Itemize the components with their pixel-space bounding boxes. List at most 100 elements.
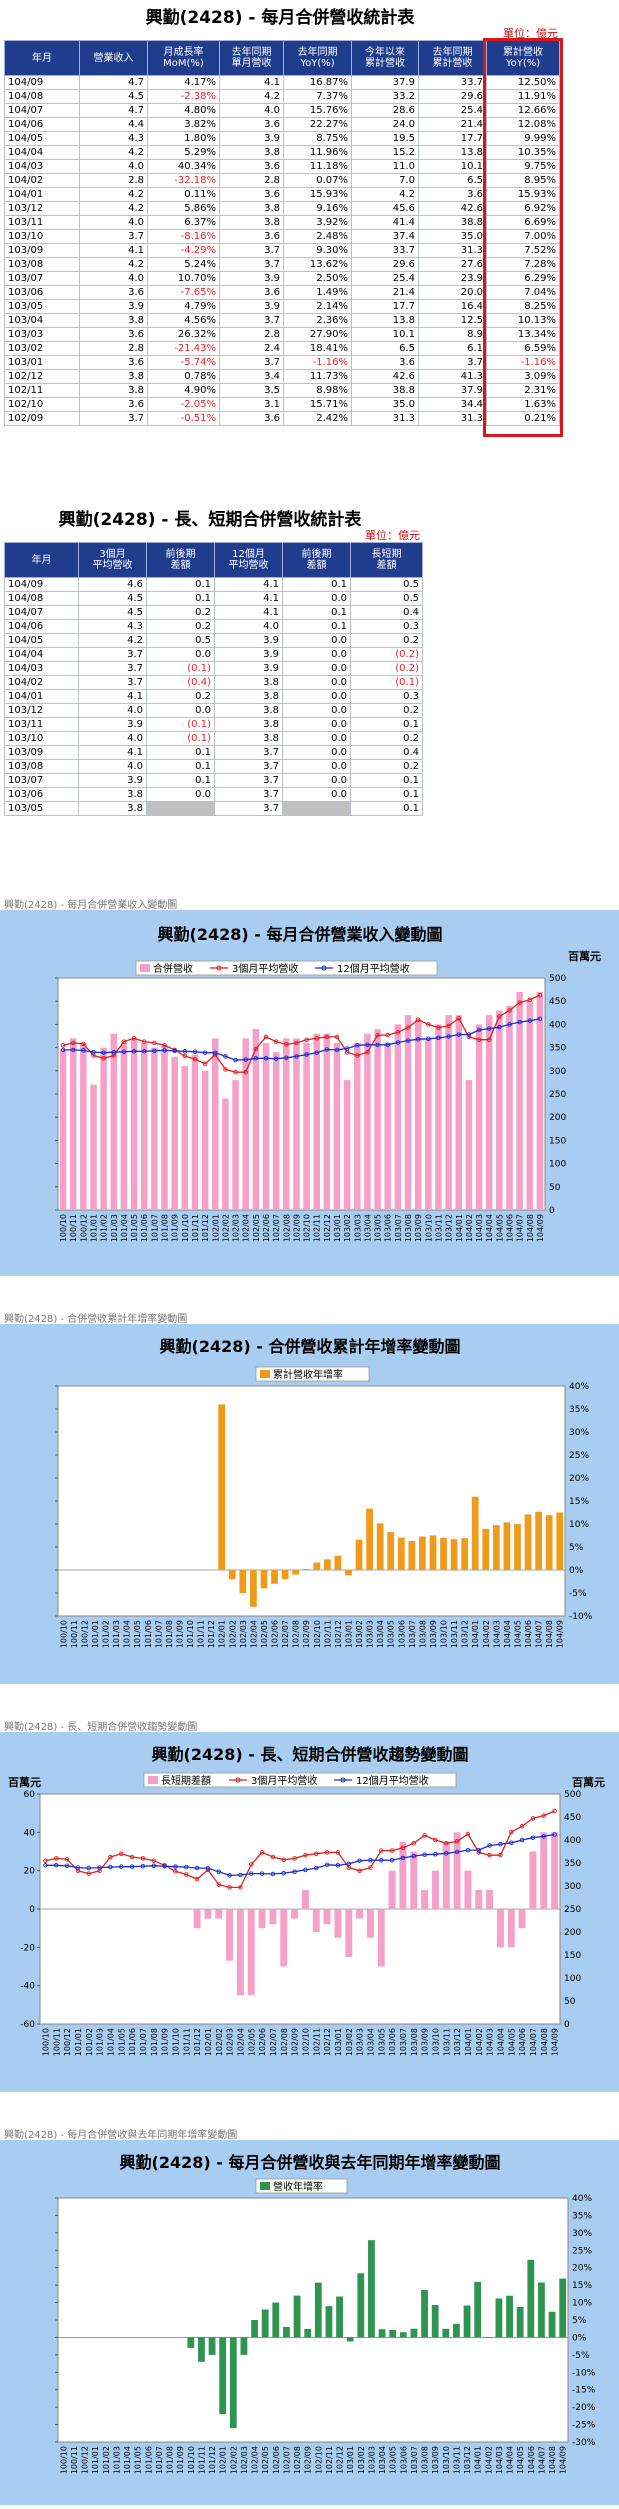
x-tick-label: 104/06 — [524, 1620, 533, 1648]
x-tick-label: 104/04 — [485, 1214, 494, 1242]
table-cell: -5.74% — [147, 355, 220, 370]
table-row: 104/04 4.2 5.29% 3.8 11.96% 15.2 13.8 10.35% — [4, 145, 560, 160]
bar — [191, 1054, 199, 1210]
bar — [313, 1562, 321, 1570]
line-point — [335, 1850, 341, 1855]
plot-area — [57, 977, 546, 1211]
table-cell: 5.29% — [147, 145, 220, 160]
line-point — [81, 1041, 86, 1047]
line-point — [497, 1014, 502, 1019]
line-point — [486, 1037, 492, 1042]
line-point — [314, 1851, 319, 1857]
bar — [551, 1832, 559, 1909]
line-point — [314, 1036, 319, 1041]
y2-tick-label: 350 — [564, 1859, 581, 1869]
bar — [506, 1005, 513, 1210]
bar — [376, 1523, 384, 1570]
bar — [463, 2305, 471, 2338]
line-point — [509, 1829, 514, 1835]
table-cell: 4.2 — [79, 145, 148, 160]
line-point — [54, 1863, 59, 1868]
line-point — [497, 1024, 502, 1030]
line-point — [162, 1043, 167, 1048]
table-row: 104/03 3.7 (0.1) 3.9 0.0 (0.2) — [4, 661, 423, 676]
line-point — [183, 1864, 189, 1870]
y-tick-label: 0 — [29, 1905, 35, 1915]
table-cell: 4.1 — [78, 689, 147, 704]
line-point — [270, 1854, 276, 1860]
row-date: 104/09 — [4, 577, 79, 592]
table-cell: 3.7 — [214, 773, 283, 788]
bar — [272, 1052, 280, 1210]
bar — [239, 1570, 247, 1593]
table2-unit: 單位：億元 — [365, 529, 420, 542]
line-point — [357, 1858, 362, 1863]
legend: 累計營收年增率 — [255, 1366, 370, 1382]
y-tick-label: 5% — [569, 1543, 584, 1553]
table-cell: 4.0 — [214, 619, 283, 634]
x-tick-label: 103/06 — [388, 2028, 397, 2056]
bar — [110, 1033, 118, 1210]
bar — [540, 1832, 548, 1909]
line-point — [344, 1046, 350, 1051]
x-tick-label: 104/04 — [496, 2028, 505, 2056]
table-cell: 11.73% — [283, 369, 352, 384]
line-point — [389, 1857, 395, 1863]
table-cell: 3.9 — [214, 633, 283, 648]
bar — [90, 1084, 97, 1210]
bar — [345, 1909, 353, 1957]
bar — [314, 2282, 322, 2338]
table-cell: 10.13% — [486, 313, 560, 328]
x-tick-label: 102/08 — [282, 1214, 291, 1242]
legend-marker — [235, 1777, 241, 1783]
x-tick-label: 102/03 — [232, 1214, 241, 1242]
table-cell: 28.6 — [351, 103, 419, 118]
line-point — [284, 1055, 289, 1061]
table-cell: 0.3 — [350, 689, 423, 704]
table-cell: 0.0 — [282, 689, 351, 704]
x-tick-label: 103/11 — [452, 2446, 461, 2474]
x-tick-label: 103/01 — [334, 2028, 343, 2056]
table-row: 102/09 3.7 -0.51% 3.6 2.42% 31.3 31.3 0.21% — [4, 411, 560, 426]
x-tick-label: 102/10 — [301, 2028, 310, 2056]
y-tick-label: 20% — [569, 1474, 589, 1484]
table-cell: 0.3 — [350, 619, 423, 634]
table-cell: (0.1) — [146, 731, 215, 746]
bar — [236, 1909, 244, 1996]
table-cell: 3.7 — [418, 355, 487, 370]
line-point — [131, 1049, 137, 1054]
table-row: 104/02 2.8 -32.18% 2.8 0.07% 7.0 6.5 8.95% — [4, 173, 560, 188]
table-cell: 41.4 — [351, 215, 419, 230]
bar — [397, 1537, 405, 1570]
table-cell: 4.7 — [79, 75, 148, 90]
line-point — [368, 1857, 373, 1863]
line-point — [304, 1052, 309, 1057]
table-cell: 2.4 — [219, 341, 284, 356]
x-tick-label: 103/10 — [424, 1214, 433, 1242]
table-cell: -1.16% — [283, 355, 352, 370]
table-row: 103/06 3.8 0.0 3.7 0.0 0.1 — [4, 787, 423, 802]
x-tick-label: 104/06 — [527, 2446, 536, 2474]
x-tick-label: 102/04 — [251, 2446, 260, 2474]
line-point — [182, 1053, 188, 1059]
table-cell: 3.8 — [214, 703, 283, 718]
table-cell: 34.4 — [418, 397, 487, 412]
line-point — [334, 1034, 340, 1040]
row-date: 103/09 — [4, 243, 80, 258]
table-cell: 3.8 — [79, 383, 148, 398]
x-tick-label: 102/02 — [215, 2028, 224, 2056]
table-cell: 38.8 — [418, 215, 487, 230]
table-cell: 3.6 — [79, 397, 148, 412]
x-tick-label: 104/09 — [536, 1214, 545, 1242]
table-cell: 7.28% — [486, 257, 560, 272]
line-point — [97, 1865, 102, 1870]
table-cell: 0.5 — [350, 591, 423, 606]
x-tick-label: 101/08 — [165, 1620, 174, 1648]
line-point — [194, 1876, 200, 1882]
unit-label: 百萬元 — [568, 949, 601, 963]
line-point — [151, 1858, 156, 1863]
y2-tick-label: 400 — [564, 1836, 581, 1846]
row-date: 104/05 — [4, 633, 79, 648]
